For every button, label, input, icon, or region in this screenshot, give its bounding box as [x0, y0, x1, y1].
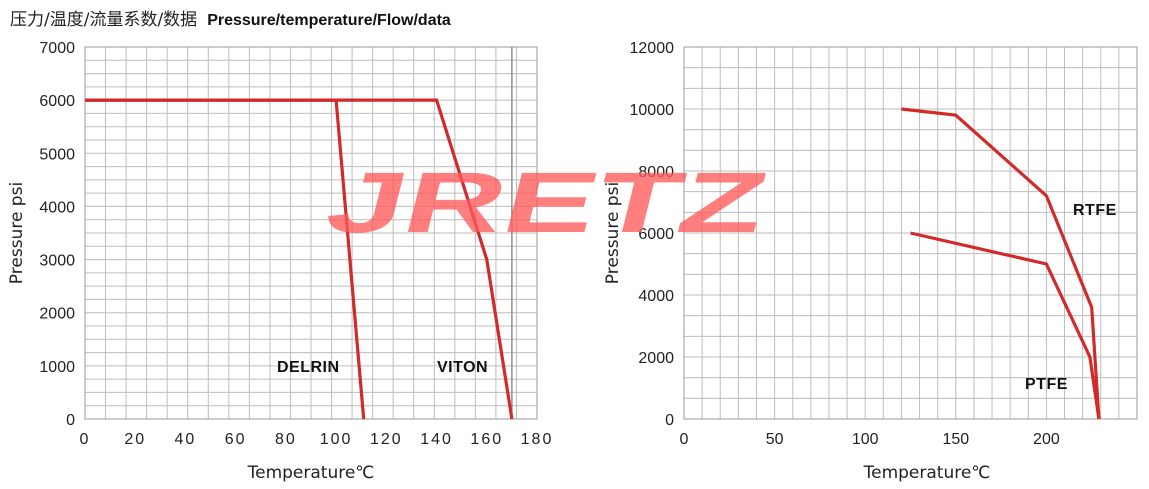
x-tick-label: 140 [420, 431, 453, 448]
x-axis-title: Temperature℃ [863, 463, 991, 483]
x-tick-label: 20 [124, 431, 146, 448]
y-tick-label: 6000 [638, 226, 674, 243]
x-tick-label: 120 [370, 431, 403, 448]
y-tick-label: 12000 [630, 40, 675, 57]
plot-frame [683, 46, 1138, 420]
x-tick-label: 0 [680, 431, 689, 448]
y-axis-title: Pressure psi [603, 182, 623, 284]
series-label-ptfe: PTFE [1025, 376, 1068, 393]
y-tick-label: 8000 [638, 164, 674, 181]
y-tick-label: 0 [66, 412, 75, 429]
x-tick-label: 0 [80, 431, 91, 448]
x-tick-label: 50 [766, 431, 784, 448]
y-tick-label: 5000 [39, 146, 75, 163]
series-label-viton: VITON [437, 359, 488, 376]
x-tick-label: 60 [225, 431, 247, 448]
y-tick-label: 4000 [39, 199, 75, 216]
y-tick-label: 0 [665, 412, 674, 429]
series-label-rtfe: RTFE [1073, 202, 1117, 219]
y-tick-label: 7000 [39, 40, 75, 57]
y-tick-label: 2000 [638, 350, 674, 367]
y-tick-label: 4000 [638, 288, 674, 305]
series-line-viton [85, 98, 514, 420]
grid [84, 46, 538, 420]
x-axis-title: Temperature℃ [247, 463, 375, 483]
y-tick-label: 2000 [39, 306, 75, 323]
x-tick-label: 200 [1033, 431, 1060, 448]
x-tick-label: 80 [275, 431, 297, 448]
series-label-delrin: DELRIN [277, 359, 340, 376]
chart-left: 0 1000 2000 3000 4000 5000 6000 7000 0 20 40 60 80 10… [7, 40, 554, 483]
x-tick-label: 160 [470, 431, 503, 448]
y-tick-label: 10000 [630, 102, 675, 119]
x-tick-label: 100 [852, 431, 879, 448]
header-english-title: Pressure/temperature/Flow/data [207, 12, 451, 29]
y-tick-label: 6000 [39, 93, 75, 110]
x-tick-label: 100 [320, 431, 353, 448]
x-tick-label: 40 [175, 431, 197, 448]
page-header: 压力/温度/流量系数/数据 Pressure/temperature/Flow/… [10, 5, 451, 30]
series-line-rtfe [901, 107, 1101, 420]
y-tick-label: 1000 [39, 359, 75, 376]
plot-frame [84, 46, 538, 420]
x-tick-label: 180 [521, 431, 554, 448]
jretz-watermark: JRETZ [318, 154, 778, 251]
series-line-ptfe [910, 231, 1101, 420]
chart-right: 0 2000 4000 6000 8000 10000 12000 0 50 100 150 200 P… [603, 40, 1138, 483]
header-chinese-title: 压力/温度/流量系数/数据 [10, 10, 198, 30]
x-tick-label: 150 [942, 431, 969, 448]
y-tick-label: 3000 [39, 253, 75, 270]
y-axis-title: Pressure psi [7, 182, 27, 284]
